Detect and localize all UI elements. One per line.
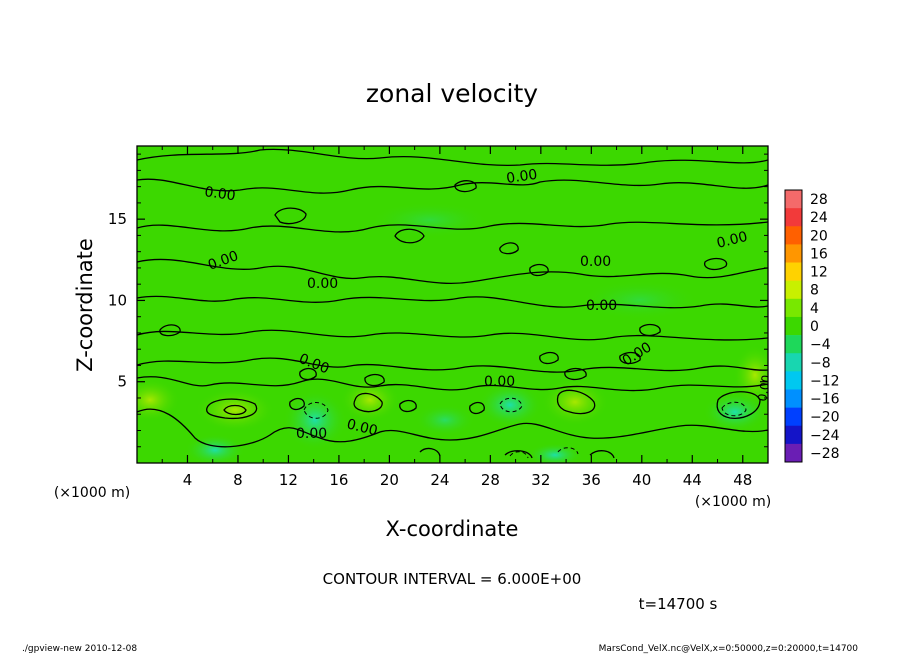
x-tick-label: 4 (183, 471, 193, 489)
contour-label: 0.00 (586, 298, 617, 314)
colorbar-swatch (785, 316, 802, 336)
colorbar-swatch (785, 244, 802, 263)
negative-anomaly (185, 434, 245, 463)
colorbar: 28 24 20 16 12 8 4 0 −4 −8 −12 −16 −20 −24 −28 (784, 189, 840, 463)
colorbar-label: 0 (810, 319, 819, 335)
y-tick-label: 5 (117, 373, 127, 391)
colorbar-label: 16 (810, 246, 828, 262)
negative-contours (303, 397, 747, 459)
footer-left: ./gpview-new 2010-12-08 (22, 644, 137, 654)
colorbar-swatch (785, 407, 802, 427)
positive-anomaly (541, 378, 609, 426)
x-tick-label: 28 (481, 471, 500, 489)
colorbar-label: 8 (810, 283, 819, 299)
y-axis: 5 10 15 (108, 153, 768, 448)
colorbar-frame (784, 189, 803, 463)
colorbar-label: 12 (810, 265, 828, 281)
colorbar-swatch (785, 425, 802, 445)
x-tick-label: 40 (632, 471, 651, 489)
x-tick-label: 12 (279, 471, 298, 489)
x-tick-label: 44 (683, 471, 702, 489)
positive-anomaly (195, 388, 275, 432)
colorbar-label: 24 (810, 210, 828, 226)
negative-anomaly (283, 390, 347, 450)
colorbar-swatch (785, 208, 802, 227)
x-tick-label: 48 (733, 471, 752, 489)
positive-anomaly (340, 378, 400, 422)
contour-label: 0.00 (296, 426, 327, 442)
x-axis: 4 8 12 16 20 24 28 32 36 40 44 48 (161, 146, 752, 489)
x-tick-label: 16 (329, 471, 348, 489)
y-unit-label: (×1000 m) (54, 485, 130, 501)
x-tick-label: 32 (531, 471, 550, 489)
colorbar-label: −24 (810, 428, 840, 444)
colorbar-swatch (785, 335, 802, 354)
x-unit-label: (×1000 m) (695, 494, 771, 510)
footer-right: MarsCond_VelX.nc@VelX,x=0:50000,z=0:2000… (599, 644, 859, 654)
contour-interval-text: CONTOUR INTERVAL = 6.000E+00 (323, 570, 582, 588)
contour-label: 0.00 (484, 374, 515, 390)
positive-anomaly (733, 345, 768, 405)
colorbar-label: −12 (810, 373, 840, 389)
contour-label: 0.00 (307, 276, 338, 292)
colorbar-swatch (785, 371, 802, 390)
x-tick-label: 24 (430, 471, 449, 489)
x-axis-label: X-coordinate (386, 517, 519, 541)
colorbar-swatch (785, 443, 802, 463)
colorbar-label: −4 (810, 337, 831, 353)
colorbar-label: −20 (810, 410, 840, 426)
negative-anomaly (478, 383, 542, 427)
y-tick-label: 10 (108, 291, 127, 309)
colorbar-swatch (785, 190, 802, 209)
negative-anomaly (580, 280, 700, 320)
time-label: t=14700 s (639, 595, 718, 613)
contour-label: 0.00 (203, 184, 236, 204)
y-axis-label: Z-coordinate (73, 238, 97, 372)
contour-label: 0.00 (345, 416, 379, 439)
colorbar-swatch (785, 262, 802, 281)
colorbar-swatch (785, 298, 802, 318)
colorbar-swatch (785, 226, 802, 245)
contour-label: 0.00 (755, 374, 773, 403)
plot-area: 0.00 0.00 0.00 0.00 0.00 0.00 0.00 0.00 … (137, 146, 773, 463)
colorbar-label: 20 (810, 228, 828, 244)
negative-anomaly (415, 404, 475, 436)
colorbar-label: −28 (810, 446, 840, 462)
negative-anomaly (370, 202, 490, 238)
x-tick-label: 36 (582, 471, 601, 489)
contour-label: 0.00 (505, 167, 538, 187)
positive-anomaly (137, 378, 180, 422)
contour-label: 0.00 (580, 254, 611, 270)
y-tick-label: 15 (108, 210, 127, 228)
contour-label: 0.00 (715, 229, 749, 252)
colorbar-label: −8 (810, 355, 831, 371)
plot-frame (136, 145, 769, 464)
colorbar-swatch (785, 280, 802, 300)
colorbar-swatch (785, 389, 802, 408)
negative-anomaly (703, 392, 767, 432)
colorbar-label: 4 (810, 301, 819, 317)
colorbar-label: −16 (810, 392, 840, 408)
x-tick-label: 20 (380, 471, 399, 489)
chart-title: zonal velocity (366, 79, 538, 108)
colorbar-swatch (785, 353, 802, 372)
x-tick-label: 8 (233, 471, 243, 489)
colorbar-label: 28 (810, 192, 828, 208)
contour-lines (137, 148, 768, 459)
